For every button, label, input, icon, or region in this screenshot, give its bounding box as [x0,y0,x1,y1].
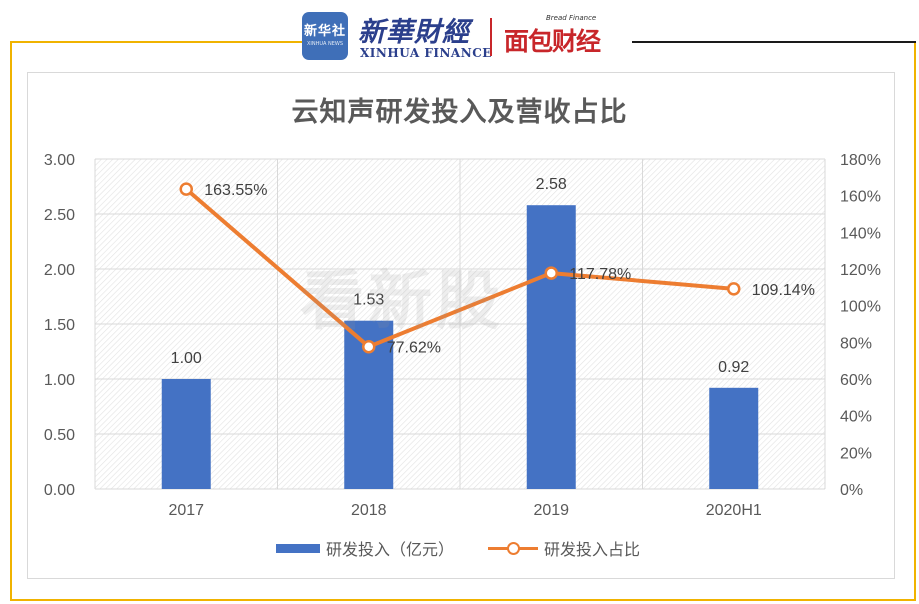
legend-item-line: 研发投入占比 [488,536,640,560]
y-right-tick-label: 20% [840,445,872,462]
bar-value-label: 0.92 [718,359,749,376]
y-left-tick-label: 0.50 [44,427,75,444]
logo-cn-text: 新华社 [303,24,346,39]
ratio-value-label: 109.14% [752,282,815,299]
y-right-tick-label: 40% [840,409,872,426]
brand-en-text: XINHUA FINANCE [360,46,492,60]
y-right-tick-label: 160% [840,189,881,206]
ratio-value-label: 77.62% [387,340,441,357]
x-tick-label: 2017 [168,502,204,519]
frame-left-line [10,41,12,601]
y-right-tick-label: 180% [840,152,881,169]
x-tick-label: 2019 [533,502,569,519]
legend-line-swatch [488,541,539,555]
bar-value-label: 1.53 [353,292,384,309]
brand2-cn-text: 面包财经 [504,27,601,56]
ratio-point [179,182,193,196]
legend-bar-label: 研发投入（亿元） [326,540,455,559]
y-right-tick-label: 80% [840,335,872,352]
ratio-value-label: 117.78% [569,266,631,283]
y-left-tick-label: 3.00 [44,152,75,169]
y-right-tick-label: 120% [840,262,881,279]
ratio-point [727,282,741,296]
x-tick-label: 2020H1 [706,502,762,519]
ratio-value-label: 163.55% [204,182,267,199]
y-left-tick-label: 2.00 [44,262,75,279]
chart-title: 云知声研发投入及营收占比 [291,97,628,128]
chart-legend: 研发投入（亿元） 研发投入占比 [276,537,674,559]
y-left-tick-label: 0.00 [44,482,75,499]
brand-cn-text: 新華財經 [358,17,470,48]
y-left-tick-label: 1.00 [44,372,75,389]
y-right-tick-label: 140% [840,225,881,242]
ratio-line [184,187,734,349]
frame-top-left-line [10,41,302,43]
legend-bar-swatch [276,543,320,553]
logo-en-text: XINHUA NEWS [306,41,344,47]
y-left-tick-label: 1.50 [44,317,75,334]
frame-right-line [914,41,916,601]
y-right-tick-label: 60% [840,372,872,389]
bar-value-label: 1.00 [171,350,202,367]
bar [709,387,759,489]
bar [161,379,211,489]
bar-value-label: 2.58 [536,176,567,193]
header-divider [490,18,492,56]
x-tick-label: 2018 [351,502,387,519]
legend-item-bar: 研发投入（亿元） [276,536,454,560]
frame-bottom-line [10,599,916,601]
ratio-point [544,266,558,280]
y-right-tick-label: 0% [840,482,863,499]
y-right-tick-label: 100% [840,299,881,316]
y-left-tick-label: 2.50 [44,207,75,224]
header-logos: 新华社 XINHUA NEWS 新華財經 XINHUA FINANCE Brea… [302,8,632,64]
ratio-point [362,339,376,354]
brand2-en-text: Bread Finance [546,14,597,22]
bar [526,205,576,489]
xinhua-news-logo: 新华社 XINHUA NEWS [302,12,348,60]
legend-line-label: 研发投入占比 [544,540,641,559]
frame-top-right-line [632,41,916,43]
